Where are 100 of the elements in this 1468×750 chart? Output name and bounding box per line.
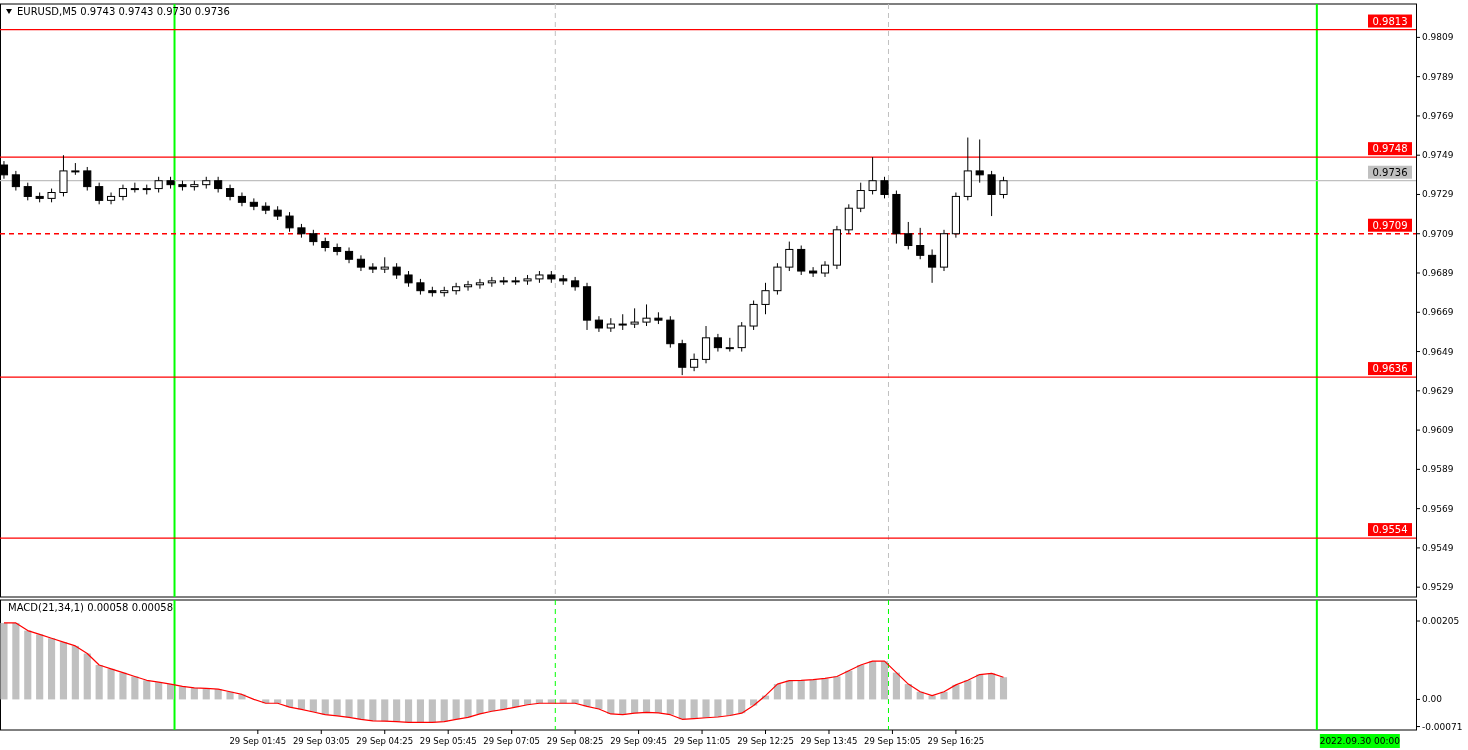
bar [559,699,567,704]
ref-line-label: 0.9636 [1372,363,1408,375]
bar [309,699,317,713]
bar [964,680,972,700]
bar [666,699,674,715]
bar [583,699,591,707]
candlestick [475,278,484,290]
candlestick [452,282,461,296]
bar [702,699,710,718]
candlestick [571,276,580,292]
bar [428,699,436,723]
bar [821,678,829,700]
x-tick-label: 29 Sep 13:45 [800,736,858,746]
bar [809,679,817,700]
bar [654,699,662,713]
bar [59,642,68,700]
x-tick-label: 29 Sep 07:05 [483,736,541,746]
bar [178,686,187,700]
candlestick [785,241,794,272]
x-tick-label: 29 Sep 15:05 [864,736,921,746]
bar [857,665,865,700]
candlestick [630,307,639,329]
bar [393,699,401,722]
candlestick [95,182,104,205]
bar [24,630,32,700]
bar [381,699,389,722]
candlestick [797,245,806,276]
bar [988,673,996,700]
bar [404,699,413,723]
bar [512,699,520,708]
candlestick [642,303,651,327]
bar [797,680,805,700]
y-tick-label: 0.9789 [1422,71,1454,82]
candlestick [83,166,92,192]
bar [738,699,746,714]
bar [833,676,841,700]
bar [976,674,984,700]
candlestick [773,262,782,296]
bar [619,699,627,715]
bar [607,699,615,714]
y-tick-label: 0.9749 [1422,150,1454,161]
candlestick [666,315,675,349]
y-tick-label: 0.9569 [1422,503,1454,514]
candlestick [761,282,770,315]
x-tick-label: 29 Sep 12:25 [737,736,794,746]
y-tick-label: 0.9609 [1422,425,1454,436]
bar [36,634,44,700]
bar [416,699,425,723]
ref-line-label: 0.9813 [1372,15,1408,27]
bar [880,661,889,700]
bar [904,684,912,700]
bar [71,645,79,700]
bar [83,653,91,700]
bar [345,699,353,718]
bar [678,699,686,720]
bar [595,699,603,709]
ref-line-label: 0.9748 [1372,143,1408,155]
bar [547,699,555,704]
bar [321,699,329,715]
bar [333,699,341,716]
x-tick-label: 29 Sep 16:25 [927,736,985,746]
candlestick [868,156,877,195]
candlestick [916,227,925,260]
bar [892,672,900,700]
bar [500,699,508,710]
candlestick [333,243,342,256]
y-tick-label: 0.9649 [1422,346,1454,357]
bar [940,691,948,700]
ref-line-label: 0.9709 [1372,219,1408,231]
bar [452,699,460,720]
x-tick-label: 29 Sep 08:25 [546,736,604,746]
candlestick [844,203,853,235]
bar [476,699,484,714]
y-tick-label: 0.9589 [1422,464,1454,475]
candlestick [928,248,937,284]
bar [131,676,139,700]
y-tick-label: 0.9529 [1422,582,1454,593]
bar [726,699,734,716]
chart-title: MACD(21,34,1) 0.00058 0.00058 [8,602,174,613]
x-tick-label: 29 Sep 04:25 [356,736,414,746]
y-tick-label: 0.9689 [1422,268,1454,279]
bar [285,699,294,708]
bar [631,699,639,714]
bar [107,668,115,700]
ref-line-label: 0.9736 [1372,166,1408,178]
candlestick [737,321,746,353]
ref-line-label: 0.9554 [1372,524,1408,536]
candlestick [11,170,20,192]
candlestick [975,138,984,184]
x-tick-label: 29 Sep 11:05 [673,736,731,746]
candlestick [463,280,473,292]
candlestick [749,300,758,331]
bar [785,680,793,700]
bar [535,699,543,704]
candlestick [678,339,687,376]
x-tick-label: 29 Sep 09:45 [610,736,667,746]
line-series [3,622,1005,723]
y-tick-label: 0.9629 [1422,385,1454,396]
ref-line-label: 2022.09.30 00:00 [1319,736,1401,746]
candlestick [59,154,68,197]
